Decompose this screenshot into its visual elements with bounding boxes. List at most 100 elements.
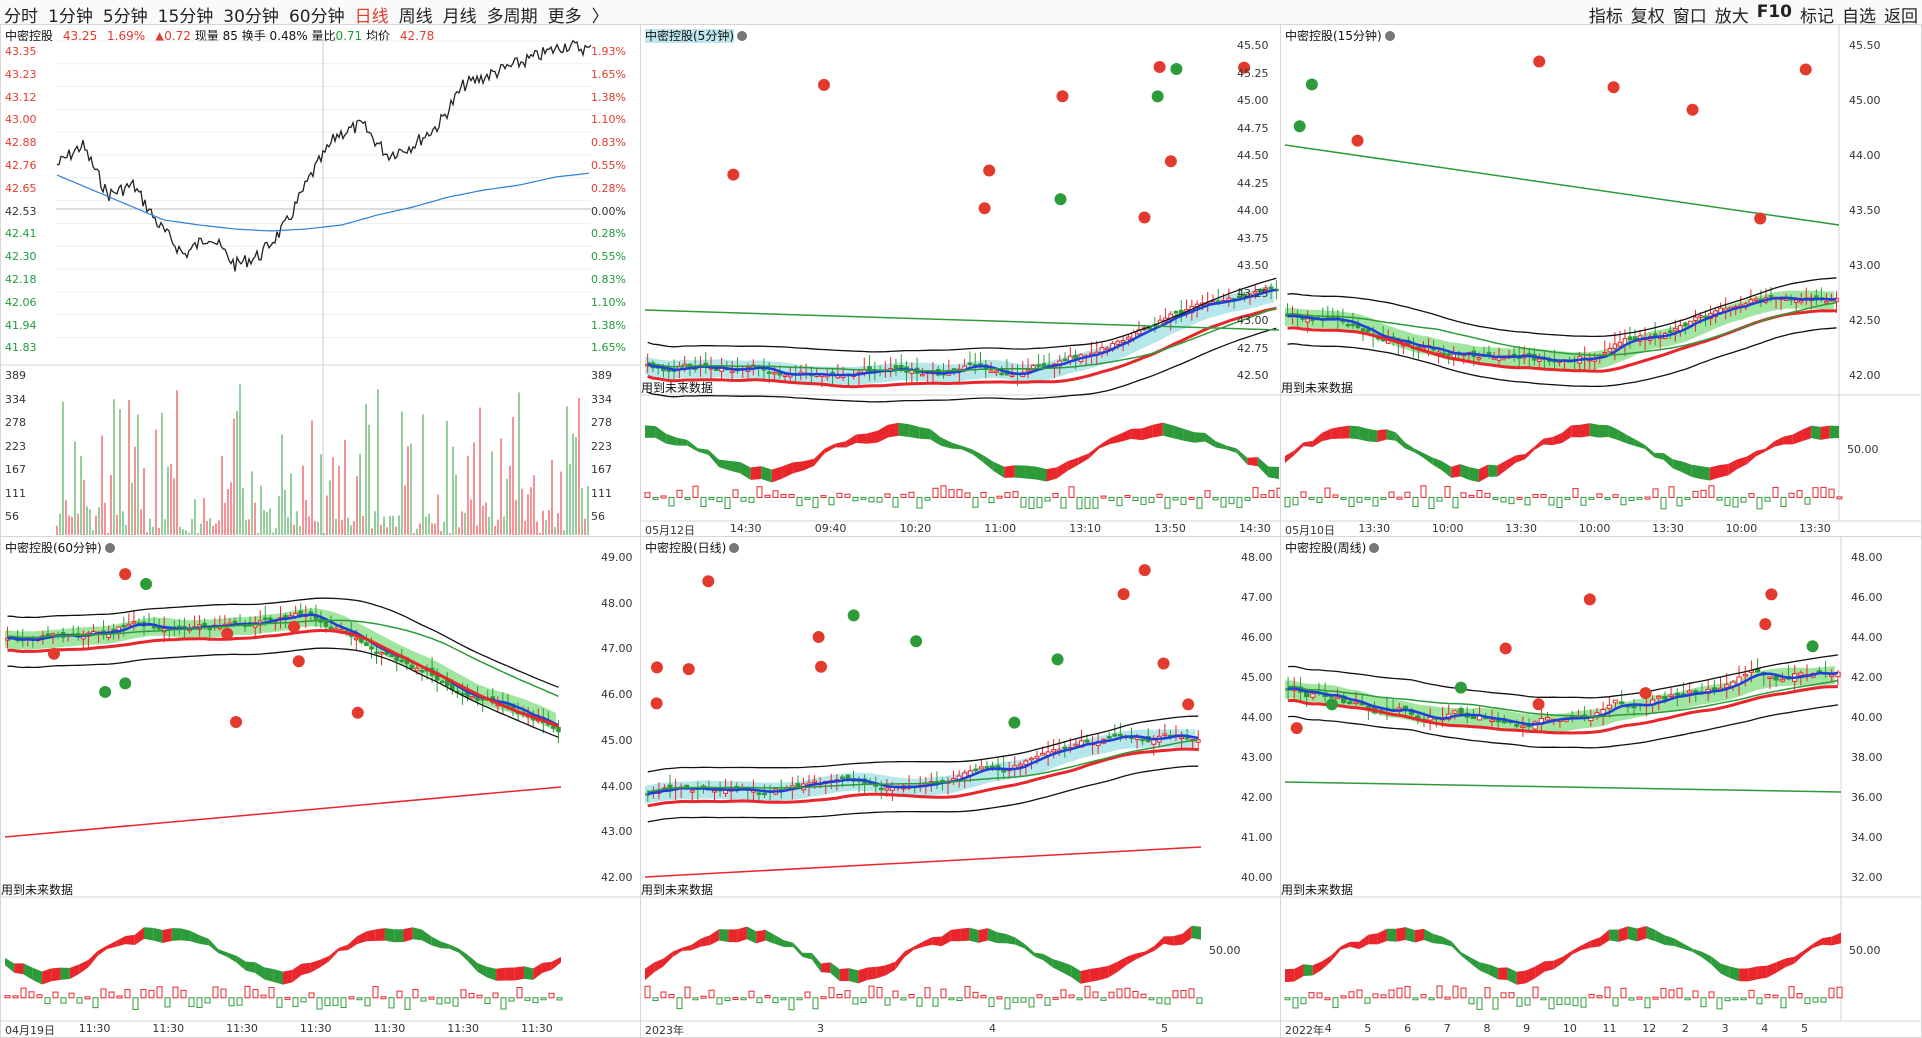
tab-period-8[interactable]: 月线	[442, 7, 477, 27]
tool-button-1[interactable]: 复权	[1630, 7, 1665, 27]
price-axis-tick: 44.50	[1237, 149, 1269, 162]
settings-dot-icon[interactable]	[1369, 543, 1380, 553]
avg-price-label: 均价	[366, 29, 391, 43]
chart-title-text: 中密控股(5分钟)	[645, 29, 734, 43]
pct-tick: 0.83%	[591, 136, 626, 150]
right-axis-tick: 43.00	[1849, 259, 1881, 272]
tool-button-0[interactable]: 指标	[1588, 7, 1623, 27]
pct-tick: 1.10%	[591, 113, 626, 127]
price-axis-tick: 41.00	[1241, 831, 1273, 844]
price-axis-tick: 42.50	[1237, 369, 1269, 382]
settings-dot-icon[interactable]	[737, 31, 747, 41]
time-axis: 2023年 3 4 5	[641, 1022, 1281, 1037]
time-axis-tick: 10:00	[1725, 522, 1758, 535]
price-axis-tick: 45.00	[1241, 671, 1273, 684]
chart-title: 中密控股(周线)	[1285, 539, 1380, 556]
volume-tick: 278	[591, 416, 612, 429]
time-axis-tick: 09:40	[814, 522, 847, 535]
tab-period-3[interactable]: 15分钟	[157, 7, 214, 27]
price-axis-tick: 45.50	[1237, 39, 1269, 52]
price-axis-tick: 48.00	[1241, 551, 1273, 564]
settings-dot-icon[interactable]	[1384, 31, 1395, 41]
volume-tick: 111	[5, 486, 26, 500]
tab-period-1[interactable]: 1分钟	[48, 7, 93, 27]
chart-5min[interactable]: 中密控股(5分钟) 用到未来数据 05月12日 14:30 09:40 10:20 11:0…	[640, 24, 1283, 538]
kline-chart	[1281, 537, 1921, 1022]
price-tick: 43.35	[5, 45, 37, 58]
price-axis-tick: 42.00	[1241, 791, 1273, 804]
chart-15min[interactable]: 中密控股(15分钟) 用到未来数据 50.00 45.50 45.25 45.00 44.7…	[1237, 24, 1922, 538]
current-volume: 现量 85	[194, 29, 238, 43]
tool-button-2[interactable]: 窗口	[1672, 7, 1707, 27]
intraday-panel[interactable]: 中密控股 43.25 1.69% ▲0.72 现量 85 换手 0.48% 量比…	[0, 24, 642, 538]
time-axis: 2022年 4 5 6 7 8 9 10 11 12 2 3 4 5	[1281, 1022, 1921, 1037]
price-tick: 43.12	[5, 90, 37, 104]
chart-weekly[interactable]: 中密控股(周线) 用到未来数据 50.00 48.00 47.00 46.00 45.00 4…	[1241, 536, 1922, 1038]
pct-tick: 0.55%	[591, 159, 626, 172]
time-axis-tick: 4	[1324, 1022, 1332, 1035]
price-tick: 42.65	[5, 181, 37, 195]
price-axis-tick: 44.00	[601, 779, 633, 793]
right-axis-tick: 48.00	[1851, 551, 1883, 564]
vol-ratio: 0.71	[335, 29, 363, 43]
settings-dot-icon[interactable]	[104, 543, 115, 553]
right-axis-tick: 44.00	[1849, 149, 1881, 162]
tool-button-7[interactable]: 返回	[1884, 7, 1918, 27]
time-axis-tick: 3	[1721, 1022, 1729, 1035]
price-axis-tick: 43.25	[1237, 286, 1269, 300]
time-axis-tick: 10:20	[899, 522, 932, 535]
last-price: 43.25	[62, 29, 98, 43]
chart-title-text: 中密控股(日线)	[645, 541, 727, 555]
time-axis-tick: 14:30	[729, 522, 762, 535]
period-toolbar: 分时 1分钟 5分钟 15分钟 30分钟 60分钟 日线 周线 月线 多周期 更多〉 指标 复权 窗口放…	[0, 0, 1922, 27]
time-axis-tick: 10	[1562, 1022, 1577, 1035]
right-axis-tick: 36.00	[1851, 791, 1883, 804]
tab-period-4[interactable]: 30分钟	[223, 7, 279, 27]
indicator-axis-label: 50.00	[1849, 944, 1881, 958]
chart-60min[interactable]: 中密控股(60分钟) 用到未来数据 04月19日 11:30 11:30 11:30 11:…	[0, 536, 642, 1038]
tab-period-0[interactable]: 分时	[4, 7, 38, 27]
price-axis-tick: 44.75	[1237, 121, 1269, 135]
pct-tick: 0.28%	[591, 181, 626, 195]
tab-period-5[interactable]: 60分钟	[288, 7, 345, 27]
price-axis-tick: 42.00	[601, 871, 633, 884]
kline-chart	[641, 564, 1281, 1022]
avg-price: 42.78	[399, 29, 435, 43]
tab-period-7[interactable]: 周线	[398, 7, 433, 27]
price-axis-tick: 42.75	[1237, 341, 1269, 355]
future-data-label: 用到未来数据	[641, 883, 714, 897]
price-tick: 42.88	[5, 136, 37, 150]
price-tick: 43.00	[5, 113, 37, 127]
time-axis-tick: 11:30	[521, 1022, 553, 1035]
time-axis-tick: 11:30	[78, 1022, 111, 1035]
tool-button-6[interactable]: 自选	[1842, 7, 1876, 27]
right-axis-tick: 40.00	[1851, 711, 1883, 724]
tool-button-3[interactable]: 放大	[1714, 7, 1749, 27]
tool-button-4[interactable]: F10	[1756, 2, 1792, 22]
tab-period-9[interactable]: 多周期	[486, 7, 538, 27]
stock-name: 中密控股	[5, 29, 54, 43]
chart-daily[interactable]: 中密控股(日线) 用到未来数据 50.00 49.00 48.00 47.00 46.00 4…	[601, 536, 1282, 1038]
time-axis-tick: 2023年	[645, 1024, 684, 1037]
right-axis-tick: 46.00	[1851, 591, 1883, 604]
tab-period-10[interactable]: 更多	[547, 7, 582, 27]
tab-period-6[interactable]: 日线	[354, 7, 389, 27]
price-axis-tick: 49.00	[601, 551, 633, 564]
future-data-label: 用到未来数据	[641, 381, 714, 395]
time-axis-tick: 5	[1801, 1022, 1808, 1035]
right-axis-tick: 34.00	[1851, 831, 1883, 844]
time-axis-tick: 13:50	[1154, 522, 1186, 535]
time-axis-tick: 2	[1681, 1022, 1689, 1035]
price-tick: 42.53	[5, 204, 37, 218]
price-axis-tick: 45.00	[601, 733, 633, 747]
tab-period-11[interactable]: 〉	[591, 7, 609, 27]
tool-button-5[interactable]: 标记	[1800, 7, 1834, 27]
volume-tick: 111	[591, 486, 612, 500]
price-axis-tick: 46.00	[601, 688, 633, 702]
price-axis-tick: 48.00	[601, 596, 633, 610]
tab-period-2[interactable]: 5分钟	[102, 7, 148, 27]
kline-chart	[641, 60, 1283, 522]
settings-dot-icon[interactable]	[729, 543, 740, 553]
future-data-label: 用到未来数据	[1281, 883, 1354, 897]
time-axis-tick: 13:30	[1652, 522, 1684, 535]
